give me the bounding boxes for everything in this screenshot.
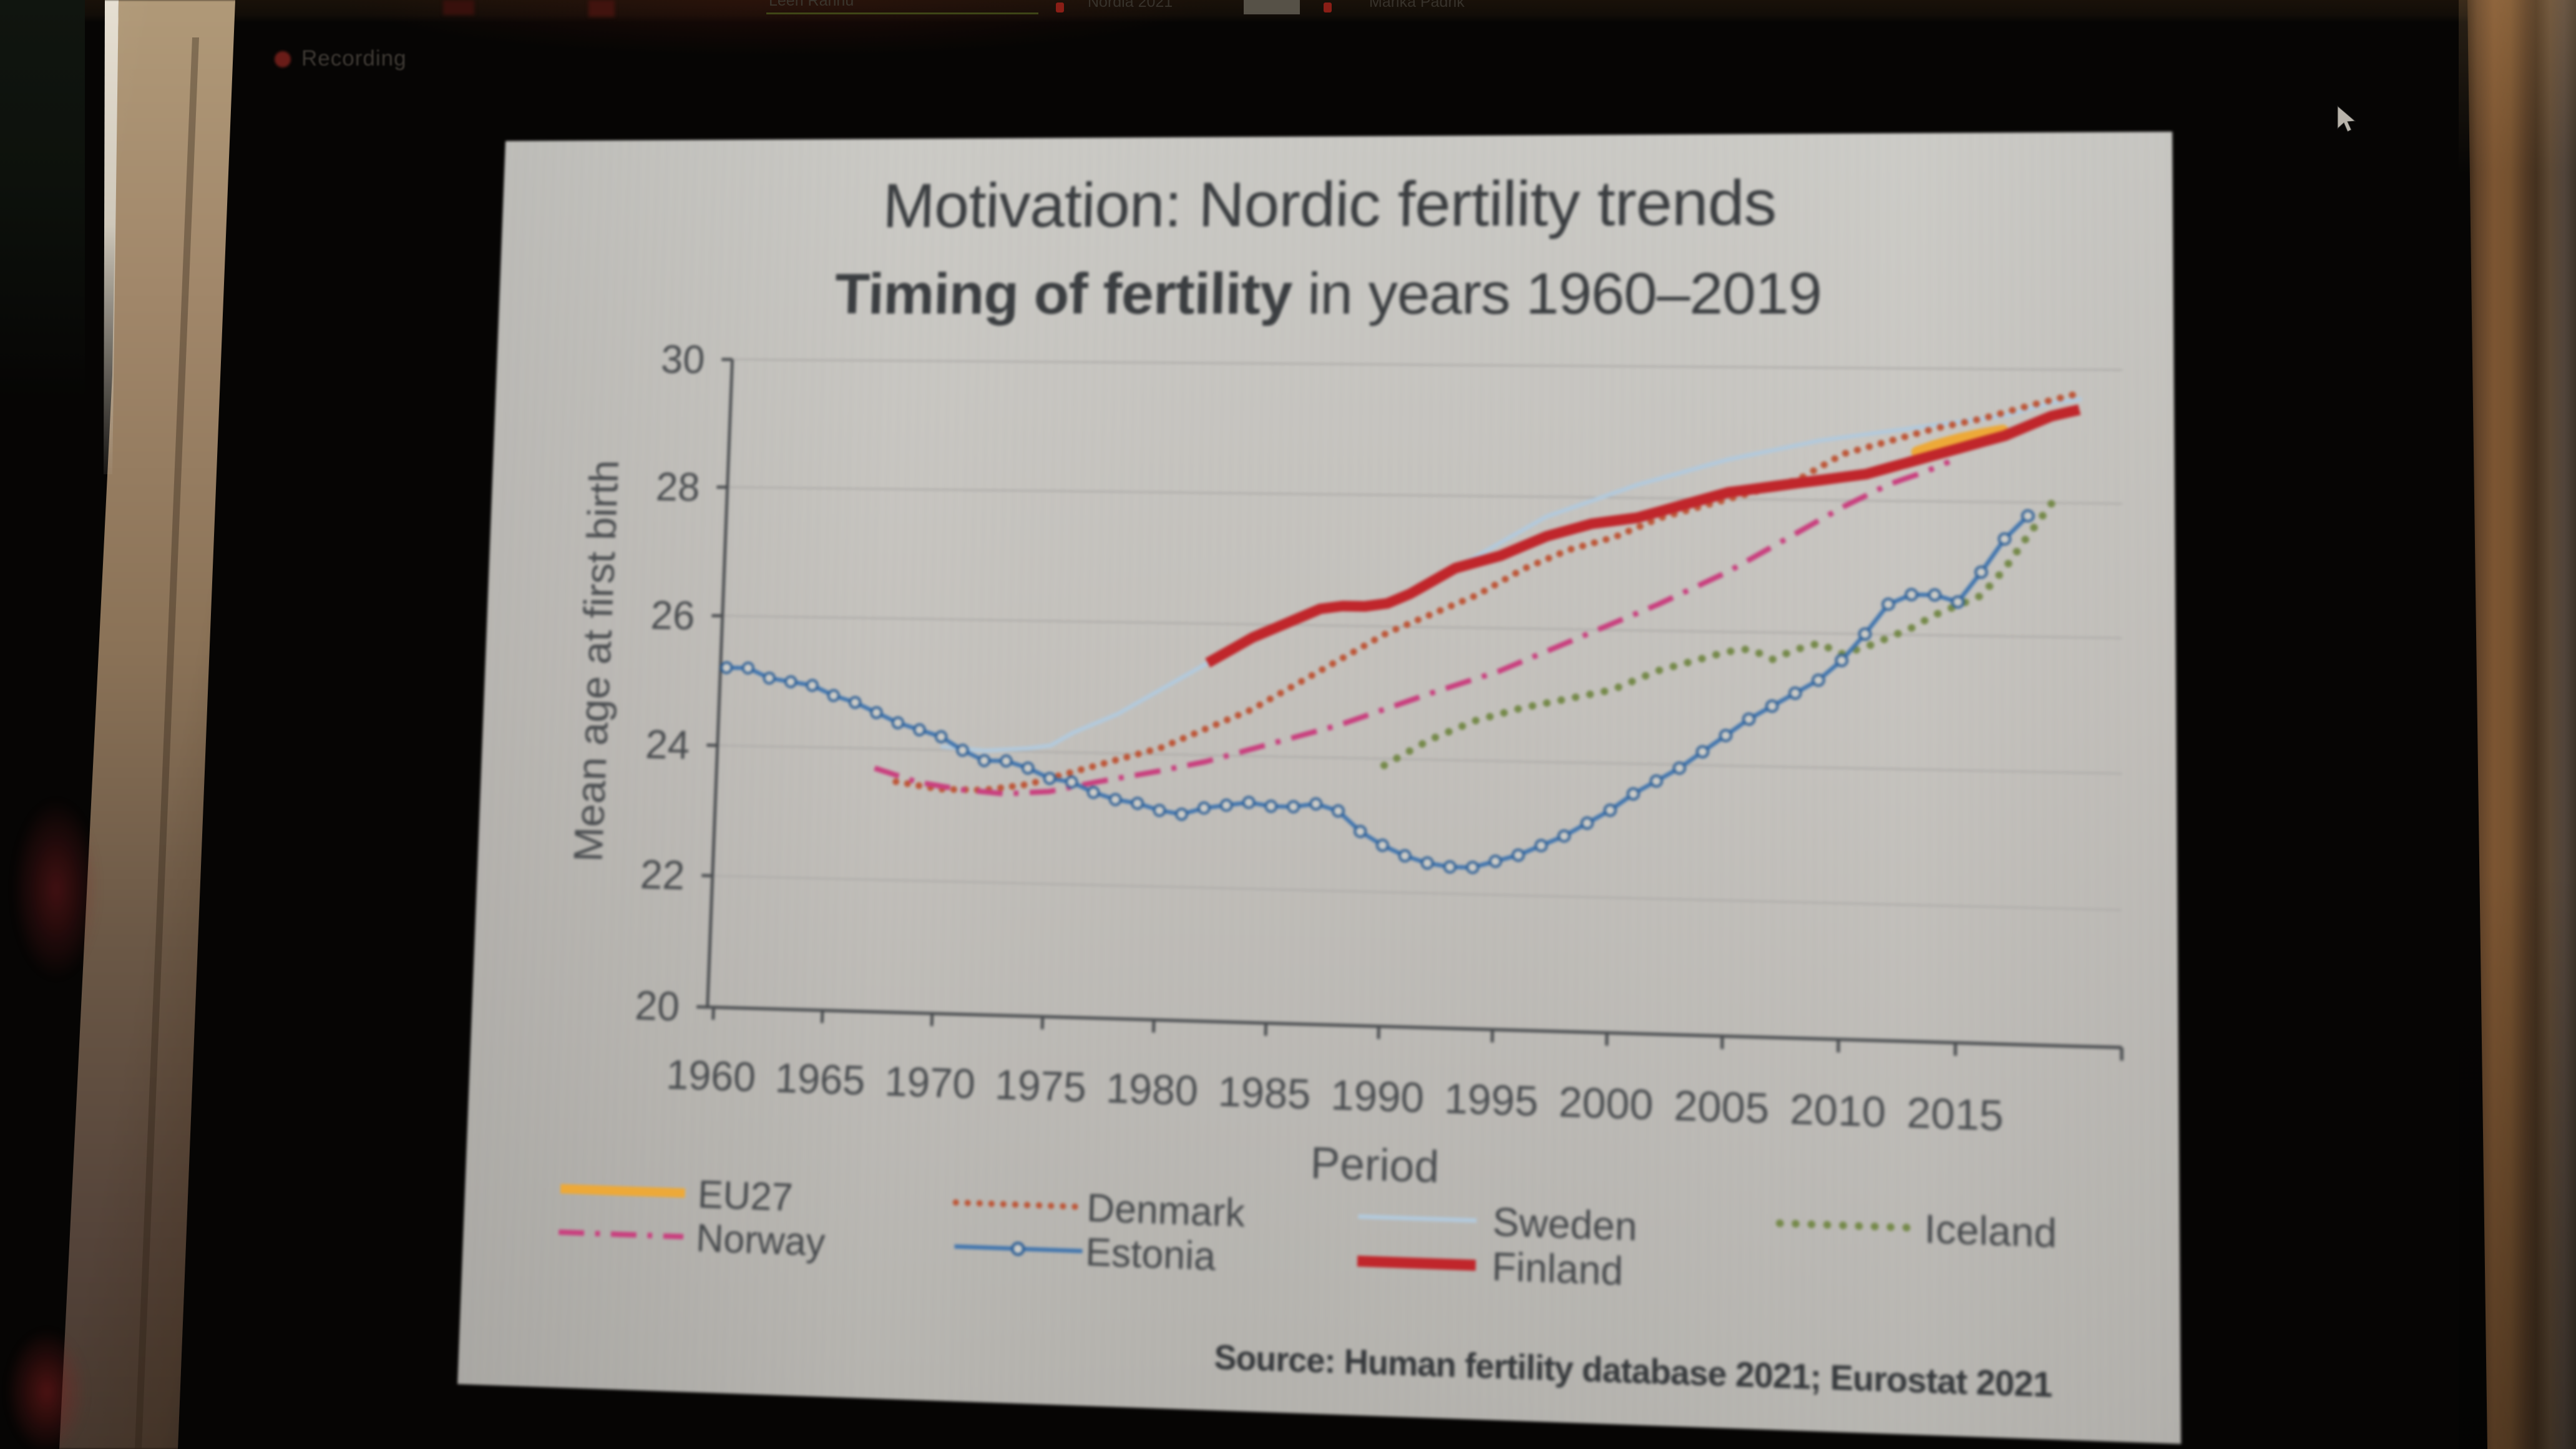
svg-text:30: 30 xyxy=(660,338,706,383)
svg-text:2005: 2005 xyxy=(1674,1082,1770,1133)
svg-text:1980: 1980 xyxy=(1105,1065,1198,1115)
svg-text:22: 22 xyxy=(640,852,686,899)
svg-text:Finland: Finland xyxy=(1491,1245,1624,1294)
svg-text:Motivation: Nordic fertility t: Motivation: Nordic fertility trends xyxy=(882,167,1776,241)
svg-text:20: 20 xyxy=(634,983,680,1030)
svg-text:Period: Period xyxy=(1310,1138,1440,1192)
svg-text:Timing of fertility in years 1: Timing of fertility in years 1960–2019 xyxy=(834,260,1822,326)
svg-text:1970: 1970 xyxy=(884,1058,976,1108)
svg-text:2010: 2010 xyxy=(1790,1086,1886,1137)
svg-text:1990: 1990 xyxy=(1330,1071,1425,1121)
svg-text:2015: 2015 xyxy=(1906,1089,2003,1140)
svg-text:1960: 1960 xyxy=(665,1051,756,1101)
svg-text:Iceland: Iceland xyxy=(1925,1207,2057,1257)
svg-text:28: 28 xyxy=(655,465,701,510)
svg-text:24: 24 xyxy=(645,722,691,768)
svg-text:1965: 1965 xyxy=(774,1055,866,1105)
svg-text:Denmark: Denmark xyxy=(1086,1186,1246,1236)
svg-text:1995: 1995 xyxy=(1444,1075,1539,1126)
svg-text:2000: 2000 xyxy=(1558,1078,1654,1129)
svg-text:Sweden: Sweden xyxy=(1492,1200,1637,1249)
svg-text:1975: 1975 xyxy=(994,1061,1087,1111)
svg-text:26: 26 xyxy=(650,593,695,638)
svg-text:1985: 1985 xyxy=(1217,1068,1311,1118)
svg-text:Norway: Norway xyxy=(695,1217,826,1265)
svg-text:Estonia: Estonia xyxy=(1085,1231,1216,1279)
svg-text:EU27: EU27 xyxy=(697,1173,794,1220)
